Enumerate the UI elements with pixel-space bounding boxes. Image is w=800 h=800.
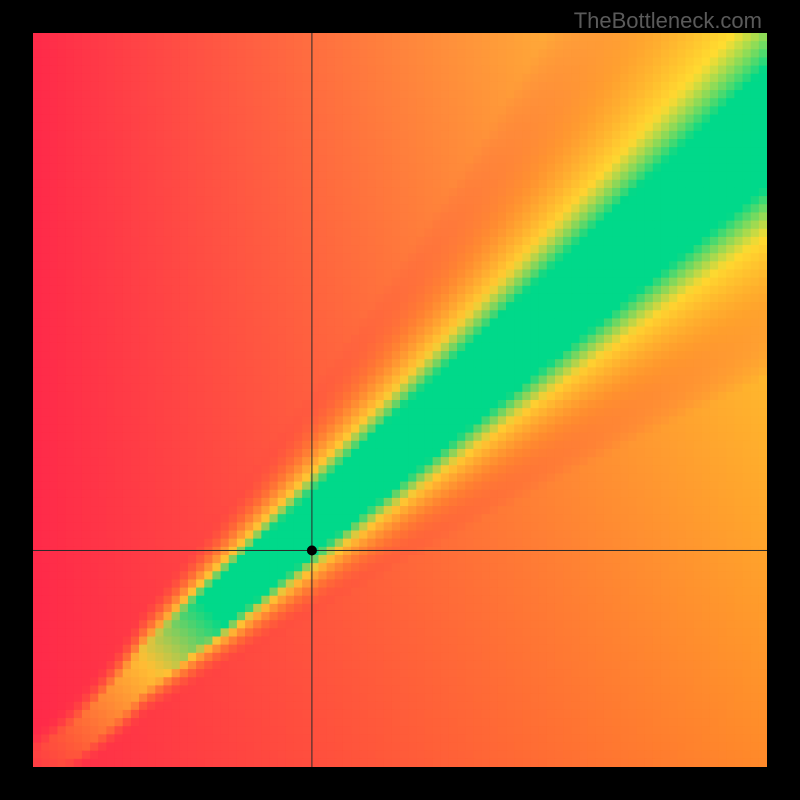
- watermark-text: TheBottleneck.com: [574, 8, 762, 34]
- bottleneck-heatmap: [33, 33, 767, 767]
- chart-container: { "watermark": { "text": "TheBottleneck.…: [0, 0, 800, 800]
